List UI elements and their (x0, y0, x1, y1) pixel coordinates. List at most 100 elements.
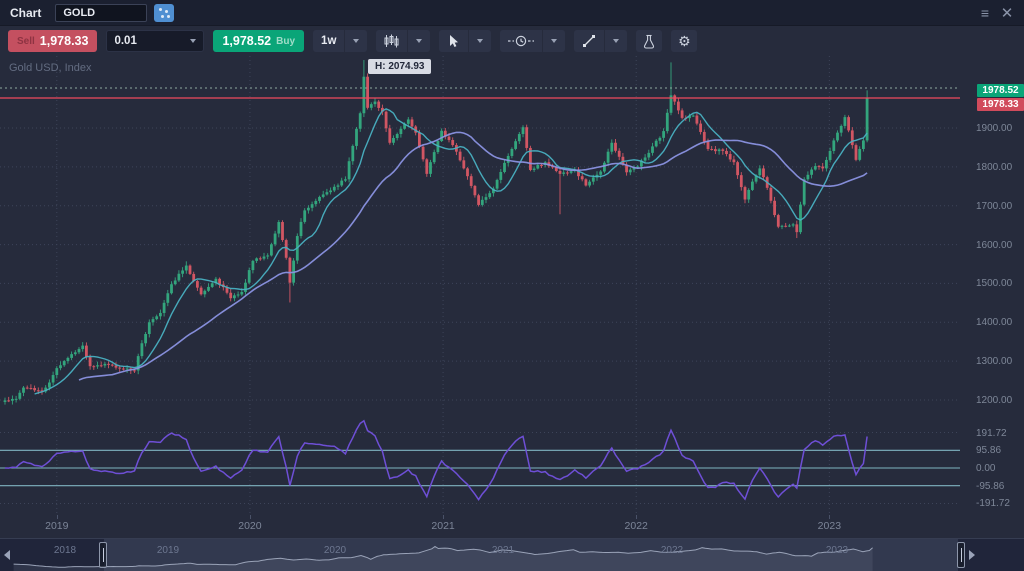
candle-body (240, 291, 244, 295)
volume-dropdown[interactable]: 0.01 (106, 30, 205, 52)
sma-slow-line (78, 131, 868, 381)
candle-body (381, 107, 384, 112)
price-chart-canvas[interactable] (0, 56, 960, 515)
flask-icon (644, 34, 655, 49)
candle-body (458, 151, 462, 161)
time-axis-label: 2021 (431, 520, 455, 532)
candle-body (632, 167, 636, 170)
candle-body (492, 188, 495, 194)
candle-body (173, 280, 177, 285)
candle-body (717, 149, 721, 152)
chart-navigator[interactable]: 2018 2019 2020 2021 2022 2023 (0, 538, 1024, 571)
candle-body (70, 354, 73, 358)
chart-type-dropdown[interactable] (376, 30, 431, 52)
candle-body (406, 119, 410, 124)
candle-body (366, 76, 369, 108)
candle-body (488, 193, 492, 198)
candle-body (469, 176, 473, 186)
candle-body (554, 167, 558, 171)
candle-body (140, 343, 144, 357)
price-axis-label: 1300.00 (976, 356, 1013, 368)
candle-body (233, 295, 236, 299)
candle-body (151, 319, 155, 323)
time-axis-tick (829, 515, 831, 519)
sell-button[interactable]: Sell 1,978.33 (8, 30, 98, 52)
candle-body (521, 127, 525, 135)
candle-body (369, 104, 373, 108)
timeframe-dropdown[interactable]: 1w (313, 30, 368, 52)
candle-body (255, 258, 258, 261)
widgets-dots-icon (159, 7, 163, 11)
cursor-tool-dropdown[interactable] (439, 30, 492, 52)
ask-price-badge: 1978.52 (977, 84, 1024, 97)
candle-body (203, 290, 207, 295)
navigator-scroll-left-icon[interactable] (4, 550, 10, 560)
price-axis-label: 1400.00 (976, 317, 1013, 329)
candle-body (739, 175, 743, 188)
chart-toolbar: Sell 1,978.33 0.01 1,978.52 Buy 1w (0, 26, 1024, 56)
candle-body (62, 361, 66, 366)
candle-body (77, 349, 81, 353)
candle-body (610, 142, 614, 152)
menu-icon[interactable]: ≡ (980, 4, 990, 21)
sma-fast-line (34, 108, 868, 395)
candle-body (244, 282, 247, 292)
price-axis-label: 1700.00 (976, 200, 1013, 212)
candle-body (603, 162, 606, 172)
buy-label: Buy (276, 35, 296, 47)
chart-widgets-button[interactable] (154, 3, 175, 22)
candle-body (270, 244, 273, 256)
candle-body (769, 187, 773, 201)
price-axis-label: 1600.00 (976, 239, 1013, 251)
candle-body (314, 200, 318, 205)
candle-body (791, 224, 795, 226)
candle-body (847, 117, 850, 131)
symbol-search-input[interactable]: GOLD (55, 3, 148, 22)
candle-body (725, 150, 728, 155)
candle-body (184, 265, 188, 271)
close-icon[interactable]: ✕ (1000, 4, 1014, 22)
navigator-scroll-right-icon[interactable] (969, 550, 975, 560)
candle-body (122, 368, 125, 370)
candle-body (802, 179, 806, 205)
candle-body (702, 131, 706, 142)
candle-body (773, 200, 776, 216)
candle-body (699, 123, 702, 132)
tab-chart[interactable]: Chart (10, 5, 42, 20)
navigator-line (13, 545, 873, 568)
candle-body (529, 147, 532, 170)
oscillator-axis-label: 95.86 (976, 445, 1002, 457)
candle-body (236, 294, 240, 296)
candle-body (325, 192, 329, 195)
candle-body (310, 204, 314, 208)
candle-body (99, 365, 103, 367)
navigator-selected-range[interactable] (104, 539, 958, 571)
candle-body (59, 365, 62, 369)
drawing-tool-dropdown[interactable] (574, 30, 628, 52)
indicators-button[interactable] (636, 30, 663, 52)
candle-body (466, 168, 469, 177)
navigator-right-handle[interactable] (957, 542, 965, 568)
candle-body (499, 171, 503, 180)
navigator-overview-chart (13, 545, 873, 571)
candle-body (55, 368, 59, 376)
candle-body (665, 112, 669, 132)
settings-button[interactable]: ⚙ (671, 30, 698, 52)
candle-body (821, 166, 825, 169)
buy-button[interactable]: 1,978.52 Buy (213, 30, 305, 52)
candle-body (839, 125, 843, 133)
candle-body (110, 364, 114, 366)
candlestick-icon (384, 34, 399, 48)
candle-body (795, 224, 799, 233)
time-axis-label: 2019 (45, 520, 69, 532)
candle-body (695, 115, 699, 124)
candle-body (66, 357, 70, 362)
candle-body (776, 215, 780, 227)
time-tool-dropdown[interactable] (500, 30, 566, 52)
candle-body (640, 160, 643, 167)
candle-body (762, 168, 765, 178)
candle-body (584, 179, 588, 186)
time-axis-label: 2022 (624, 520, 648, 532)
candle-body (580, 176, 584, 180)
navigator-left-handle[interactable] (99, 542, 107, 568)
